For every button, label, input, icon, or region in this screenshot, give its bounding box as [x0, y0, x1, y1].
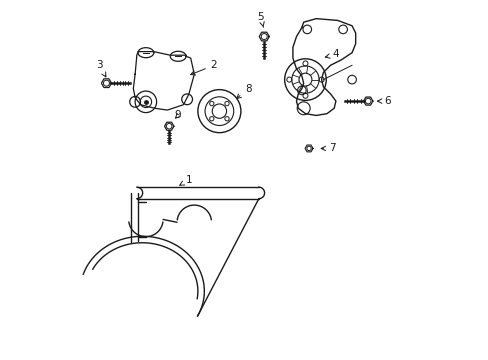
Text: 3: 3: [96, 60, 106, 77]
Polygon shape: [133, 51, 194, 110]
Text: 4: 4: [325, 49, 339, 59]
Text: 7: 7: [321, 143, 335, 153]
Text: 1: 1: [179, 175, 192, 185]
Text: 2: 2: [190, 60, 217, 75]
Text: 8: 8: [236, 84, 251, 99]
Text: 6: 6: [377, 96, 390, 106]
Polygon shape: [292, 19, 355, 116]
Text: 9: 9: [175, 111, 181, 121]
Text: 5: 5: [257, 12, 264, 27]
